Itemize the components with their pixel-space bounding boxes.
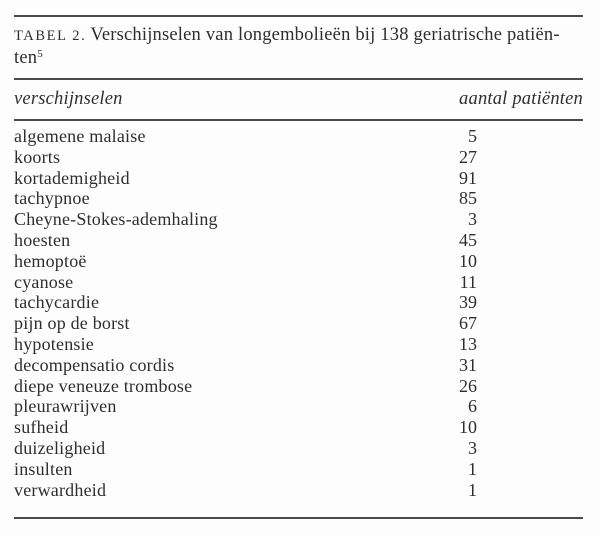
patient-count: 1	[468, 479, 477, 500]
table-row: sufheid 10	[14, 417, 583, 438]
table-caption-line1: Verschijnselen van longembolieën bij 138…	[90, 25, 560, 45]
table-row: kortademigheid 91	[14, 168, 583, 189]
symptom-name: insulten	[14, 458, 73, 479]
table-rule-below-header	[14, 119, 583, 121]
table-row: insulten 1	[14, 459, 583, 480]
symptom-name: koorts	[14, 146, 61, 167]
symptom-name: tachycardie	[14, 292, 100, 313]
patient-count: 31	[459, 354, 477, 375]
patient-count: 5	[468, 126, 477, 146]
table-row: pleurawrijven 6	[14, 396, 583, 417]
table-row: hypotensie 13	[14, 334, 583, 355]
symptom-name: algemene malaise	[14, 126, 146, 146]
table-caption-line2: ten	[14, 48, 38, 68]
table-row: algemene malaise 5	[14, 126, 583, 147]
table-rule-below-caption	[14, 78, 583, 80]
table-caption: TABEL 2. Verschijnselen van longembolieën…	[14, 24, 586, 69]
symptom-name: diepe veneuze trombose	[14, 375, 193, 396]
patient-count: 3	[468, 437, 477, 458]
symptom-name: pleurawrijven	[14, 396, 117, 417]
table-row: cyanose 11	[14, 272, 583, 293]
patient-count: 39	[459, 292, 477, 313]
patient-count: 45	[459, 229, 477, 250]
table-row: decompensatio cordis 31	[14, 355, 583, 376]
table-row: pijn op de borst 67	[14, 313, 583, 334]
patient-count: 26	[459, 375, 477, 396]
patient-count: 11	[459, 271, 477, 292]
symptom-name: tachypnoe	[14, 188, 90, 209]
table-row: tachycardie 39	[14, 292, 583, 313]
table-row: Cheyne-Stokes-ademhaling 3	[14, 209, 583, 230]
symptom-name: duizeligheid	[14, 437, 106, 458]
symptom-name: verwardheid	[14, 479, 107, 500]
patient-count: 13	[459, 333, 477, 354]
table-row: koorts 27	[14, 147, 583, 168]
patient-count: 6	[468, 396, 477, 417]
patient-count: 10	[459, 417, 477, 438]
patient-count: 85	[459, 188, 477, 209]
table-rule-top	[14, 15, 583, 17]
symptom-name: decompensatio cordis	[14, 354, 175, 375]
table-row: duizeligheid 3	[14, 438, 583, 459]
column-header-verschijnselen: verschijnselen	[14, 89, 123, 109]
footnote-reference: 5	[37, 48, 43, 60]
symptom-name: kortademigheid	[14, 167, 130, 188]
symptom-name: hoesten	[14, 229, 71, 250]
symptom-name: pijn op de borst	[14, 313, 130, 334]
symptom-name: Cheyne-Stokes-ademhaling	[14, 209, 218, 230]
patient-count: 67	[459, 313, 477, 334]
table-row: hemoptoë 10	[14, 251, 583, 272]
patient-count: 1	[468, 458, 477, 479]
table-rule-bottom	[14, 517, 583, 519]
table-number-label: TABEL 2.	[14, 28, 87, 44]
table-header-row: verschijnselen aantal patiënten	[14, 89, 583, 110]
symptom-name: sufheid	[14, 417, 69, 438]
table-body: algemene malaise 5 koorts 27 kortademigh…	[14, 126, 583, 500]
table-row: verwardheid 1	[14, 480, 583, 501]
column-header-aantal-patienten: aantal patiënten	[459, 89, 583, 109]
symptom-name: hemoptoë	[14, 250, 87, 271]
table-row: tachypnoe 85	[14, 188, 583, 209]
symptom-name: hypotensie	[14, 333, 94, 354]
symptom-name: cyanose	[14, 271, 74, 292]
patient-count: 3	[468, 209, 477, 230]
patient-count: 91	[459, 167, 477, 188]
table-row: diepe veneuze trombose 26	[14, 376, 583, 397]
patient-count: 10	[459, 250, 477, 271]
patient-count: 27	[459, 146, 477, 167]
table-row: hoesten 45	[14, 230, 583, 251]
